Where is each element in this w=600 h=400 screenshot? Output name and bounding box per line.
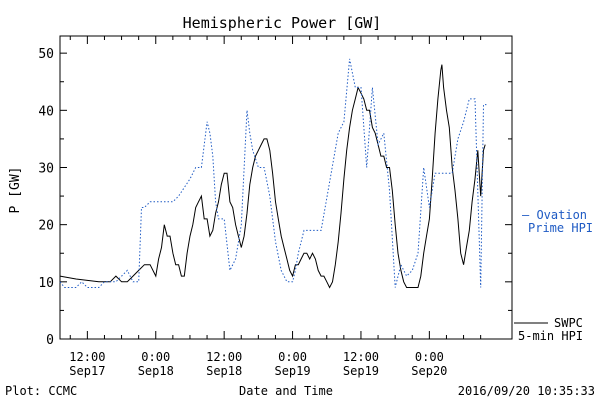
- y-axis-ticks: 0 10 20 30 40 50: [38, 47, 512, 348]
- y-tick-label: 50: [38, 47, 54, 62]
- y-axis-label: P [GW]: [8, 167, 23, 214]
- y-tick-label: 0: [46, 333, 54, 348]
- series-swpc-line: [59, 64, 486, 289]
- legend-swpc-label-2: 5-min HPI: [518, 329, 583, 343]
- x-tick-date: Sep18: [138, 364, 174, 378]
- legend-swpc-label-1: SWPC: [554, 316, 583, 330]
- chart-title: Hemispheric Power [GW]: [183, 14, 382, 32]
- x-tick-time: 0:00: [415, 350, 444, 364]
- plot-frame: [59, 35, 513, 340]
- x-tick-date: Sep17: [69, 364, 105, 378]
- y-tick-label: 40: [38, 104, 54, 119]
- legend-ovation-label-2: Prime HPI: [528, 221, 593, 235]
- y-tick-label: 20: [38, 219, 54, 234]
- x-tick-date: Sep18: [206, 364, 242, 378]
- x-axis-label: Date and Time: [239, 384, 333, 398]
- legend-ovation-label-1: — Ovation: [522, 208, 587, 222]
- y-tick-label: 30: [38, 161, 54, 176]
- series-layer: [59, 58, 487, 289]
- y-tick-label: 10: [38, 276, 54, 291]
- footer-right: 2016/09/20 10:35:33: [458, 384, 595, 398]
- x-axis-ticks: 12:00Sep170:00Sep1812:00Sep180:00Sep1912…: [69, 36, 482, 378]
- x-tick-time: 0:00: [141, 350, 170, 364]
- x-tick-time: 12:00: [206, 350, 242, 364]
- x-tick-date: Sep20: [411, 364, 447, 378]
- series-ovation-line: [59, 58, 487, 288]
- footer-left: Plot: CCMC: [5, 384, 77, 398]
- x-tick-date: Sep19: [343, 364, 379, 378]
- x-tick-date: Sep19: [274, 364, 310, 378]
- x-tick-time: 0:00: [278, 350, 307, 364]
- x-tick-time: 12:00: [343, 350, 379, 364]
- x-tick-time: 12:00: [69, 350, 105, 364]
